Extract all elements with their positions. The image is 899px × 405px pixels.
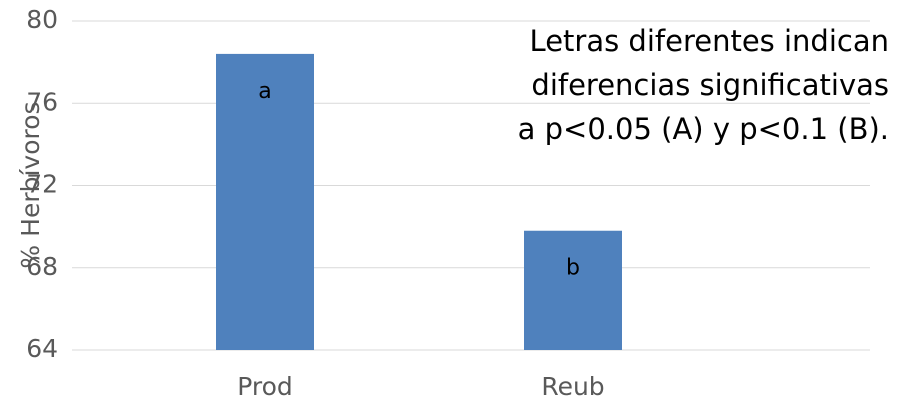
annotation: diferencias significativas [531,68,889,102]
y-axis-label: % Herbívoros [16,101,45,268]
annotation: Letras diferentes indican [530,24,889,58]
bar-label: a [258,79,271,104]
bar [216,53,314,351]
y-tick-label: 76 [26,87,58,116]
bar [524,230,622,350]
bar-label: b [566,256,580,281]
y-tick-label: 80 [26,5,58,34]
annotation: a p<0.05 (A) y p<0.1 (B). [518,112,889,146]
x-tick-label: Reub [541,372,604,401]
y-tick-label: 64 [26,334,58,363]
y-tick-label: 68 [26,252,58,281]
x-tick-label: Prod [237,372,293,401]
y-tick-label: 72 [26,170,58,199]
